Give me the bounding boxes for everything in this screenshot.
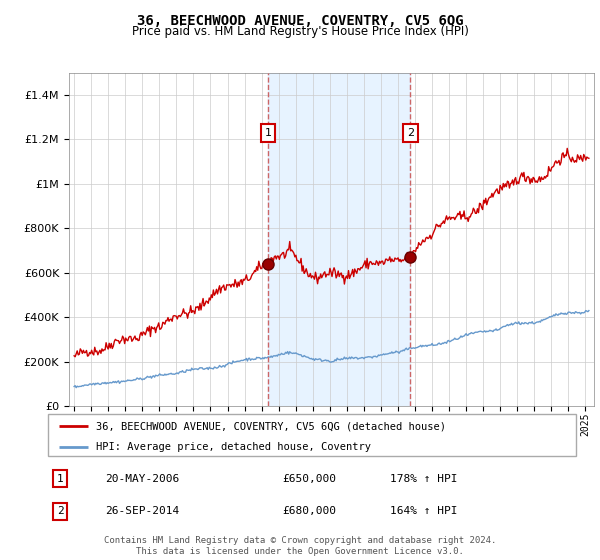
Text: 178% ↑ HPI: 178% ↑ HPI [390, 474, 458, 484]
Bar [268, 73, 410, 406]
Text: £680,000: £680,000 [282, 506, 336, 516]
Text: HPI: Average price, detached house, Coventry: HPI: Average price, detached house, Cove… [95, 442, 371, 452]
Text: 1: 1 [265, 128, 272, 138]
Text: 26-SEP-2014: 26-SEP-2014 [105, 506, 179, 516]
Text: 20-MAY-2006: 20-MAY-2006 [105, 474, 179, 484]
Text: 2: 2 [407, 128, 414, 138]
Text: 1: 1 [56, 474, 64, 484]
Text: 2: 2 [56, 506, 64, 516]
Text: £650,000: £650,000 [282, 474, 336, 484]
FancyBboxPatch shape [48, 414, 576, 456]
Text: Price paid vs. HM Land Registry's House Price Index (HPI): Price paid vs. HM Land Registry's House … [131, 25, 469, 38]
Text: 36, BEECHWOOD AVENUE, COVENTRY, CV5 6QG (detached house): 36, BEECHWOOD AVENUE, COVENTRY, CV5 6QG … [95, 421, 446, 431]
Text: Contains HM Land Registry data © Crown copyright and database right 2024.
This d: Contains HM Land Registry data © Crown c… [104, 536, 496, 556]
Text: 164% ↑ HPI: 164% ↑ HPI [390, 506, 458, 516]
Text: 36, BEECHWOOD AVENUE, COVENTRY, CV5 6QG: 36, BEECHWOOD AVENUE, COVENTRY, CV5 6QG [137, 14, 463, 28]
